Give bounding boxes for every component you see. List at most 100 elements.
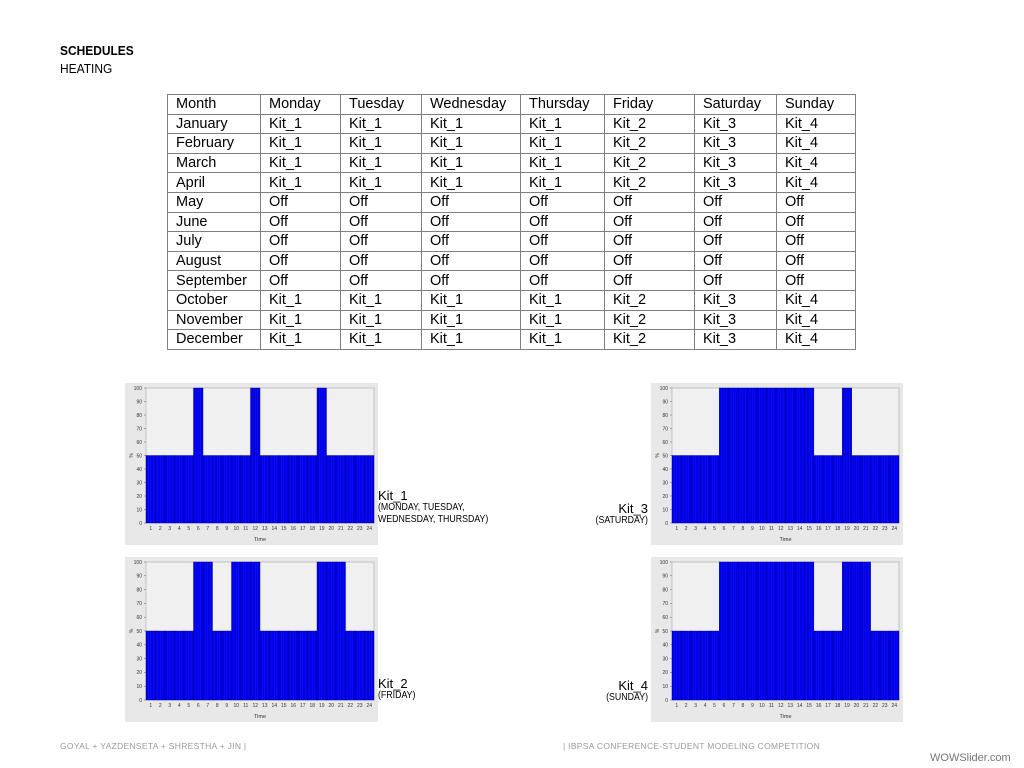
table-cell: Kit_1 [421, 133, 521, 154]
table-cell: Kit_2 [604, 289, 695, 311]
x-tick-label: 4 [178, 526, 181, 532]
column-header: Wednesday [421, 94, 521, 115]
x-tick-label: 6 [197, 703, 200, 709]
x-tick-label: 14 [271, 526, 277, 532]
x-tick-label: 3 [694, 703, 697, 709]
y-tick-label: 90 [136, 399, 142, 405]
table-cell: Kit_4 [776, 133, 856, 154]
table-cell: Kit_1 [340, 309, 422, 331]
kit-2-name: Kit_2 [378, 676, 408, 691]
y-tick-label: 100 [134, 560, 143, 566]
y-tick-label: 20 [136, 494, 142, 500]
table-row: August Off Off Off Off Off Off Off [167, 250, 856, 272]
table-cell: Kit_1 [421, 172, 521, 193]
y-axis-label: % [129, 628, 135, 633]
y-tick-label: 0 [665, 698, 668, 704]
x-tick-label: 5 [187, 703, 190, 709]
y-tick-label: 70 [662, 601, 668, 607]
x-tick-label: 21 [338, 526, 344, 532]
table-row: October Kit_1 Kit_1 Kit_1 Kit_1 Kit_2 Kit_3 Kit… [167, 289, 856, 311]
table-cell: July [167, 231, 261, 252]
x-tick-label: 6 [197, 526, 200, 532]
x-tick-label: 16 [816, 703, 822, 709]
x-axis-label: Time [254, 714, 266, 720]
x-tick-label: 10 [759, 526, 765, 532]
table-cell: March [167, 152, 261, 174]
column-header: Month [167, 94, 261, 115]
x-tick-label: 19 [319, 703, 325, 709]
x-tick-label: 9 [225, 703, 228, 709]
column-header: Saturday [694, 94, 777, 115]
x-tick-label: 17 [825, 526, 831, 532]
x-tick-label: 21 [863, 526, 869, 532]
table-cell: Off [520, 231, 605, 252]
y-tick-label: 60 [136, 615, 142, 621]
table-cell: Off [520, 211, 605, 233]
table-cell: Kit_3 [694, 309, 777, 331]
x-tick-label: 13 [787, 526, 793, 532]
table-cell: Kit_2 [604, 113, 695, 135]
y-tick-label: 0 [139, 521, 142, 527]
table-cell: Kit_2 [604, 152, 695, 174]
x-tick-label: 14 [271, 703, 277, 709]
table-cell: Off [604, 250, 695, 272]
y-tick-label: 90 [662, 399, 668, 405]
kit-3-label: Kit_3 (SATURDAY) [560, 502, 648, 527]
x-tick-label: 14 [797, 526, 803, 532]
x-tick-label: 9 [751, 526, 754, 532]
table-cell: December [167, 329, 261, 350]
table-cell: Kit_1 [421, 329, 521, 350]
x-tick-label: 16 [816, 526, 822, 532]
chart-kit-4: 0 10 20 30 40 50 60 70 80 90 100 1 2 3 4 5 6 7 8 9 10 11 12 13 1… [651, 557, 903, 722]
table-cell: Off [260, 231, 341, 252]
x-tick-label: 1 [675, 526, 678, 532]
table-cell: Off [520, 191, 605, 213]
table-cell: Kit_1 [260, 289, 341, 311]
table-row: January Kit_1 Kit_1 Kit_1 Kit_1 Kit_2 Kit_3 Kit… [167, 113, 856, 135]
x-axis-label: Time [254, 537, 266, 543]
table-cell: Off [776, 211, 856, 233]
table-cell: Kit_1 [340, 152, 422, 174]
column-header: Monday [260, 94, 341, 115]
kit-3-name: Kit_3 [618, 501, 648, 516]
table-cell: Kit_1 [260, 329, 341, 350]
x-tick-label: 15 [806, 703, 812, 709]
table-cell: Kit_1 [260, 152, 341, 174]
kit-2-label: Kit_2 (FRIDAY) [378, 677, 421, 702]
x-tick-label: 14 [797, 703, 803, 709]
table-cell: January [167, 113, 261, 135]
page-subtitle: HEATING [60, 61, 113, 76]
table-cell: Kit_4 [776, 329, 856, 350]
x-tick-label: 24 [891, 703, 897, 709]
table-cell: Off [694, 191, 777, 213]
table-row: May Off Off Off Off Off Off Off [167, 191, 856, 213]
x-tick-label: 17 [825, 703, 831, 709]
table-cell: Kit_3 [694, 113, 777, 135]
table-row: February Kit_1 Kit_1 Kit_1 Kit_1 Kit_2 Kit_3 Ki… [167, 133, 856, 154]
y-tick-label: 100 [660, 560, 669, 566]
x-tick-label: 8 [216, 526, 219, 532]
table-cell: Kit_1 [520, 309, 605, 331]
footer-conference: | IBPSA CONFERENCE-STUDENT MODELING COMP… [563, 741, 821, 751]
x-tick-label: 5 [187, 526, 190, 532]
x-tick-label: 12 [252, 703, 258, 709]
kit-4-days: (SUNDAY) [606, 692, 648, 703]
table-cell: Kit_1 [260, 113, 341, 135]
table-cell: Kit_1 [520, 172, 605, 193]
table-cell: Kit_1 [520, 329, 605, 350]
table-cell: Off [604, 191, 695, 213]
y-tick-label: 80 [136, 413, 142, 419]
x-tick-label: 13 [787, 703, 793, 709]
table-cell: Kit_1 [340, 113, 422, 135]
table-cell: Off [776, 191, 856, 213]
y-tick-label: 80 [662, 587, 668, 593]
table-cell: Off [421, 191, 521, 213]
x-tick-label: 20 [854, 703, 860, 709]
table-cell: Off [694, 231, 777, 252]
watermark: WOWSlider.com [930, 752, 1011, 764]
y-tick-label: 50 [136, 629, 142, 635]
table-cell: Kit_1 [340, 172, 422, 193]
table-cell: Off [776, 231, 856, 252]
kit-1-label: Kit_1 (MONDAY, TUESDAY, WEDNESDAY, THURS… [378, 489, 503, 526]
table-cell: Off [340, 250, 422, 272]
